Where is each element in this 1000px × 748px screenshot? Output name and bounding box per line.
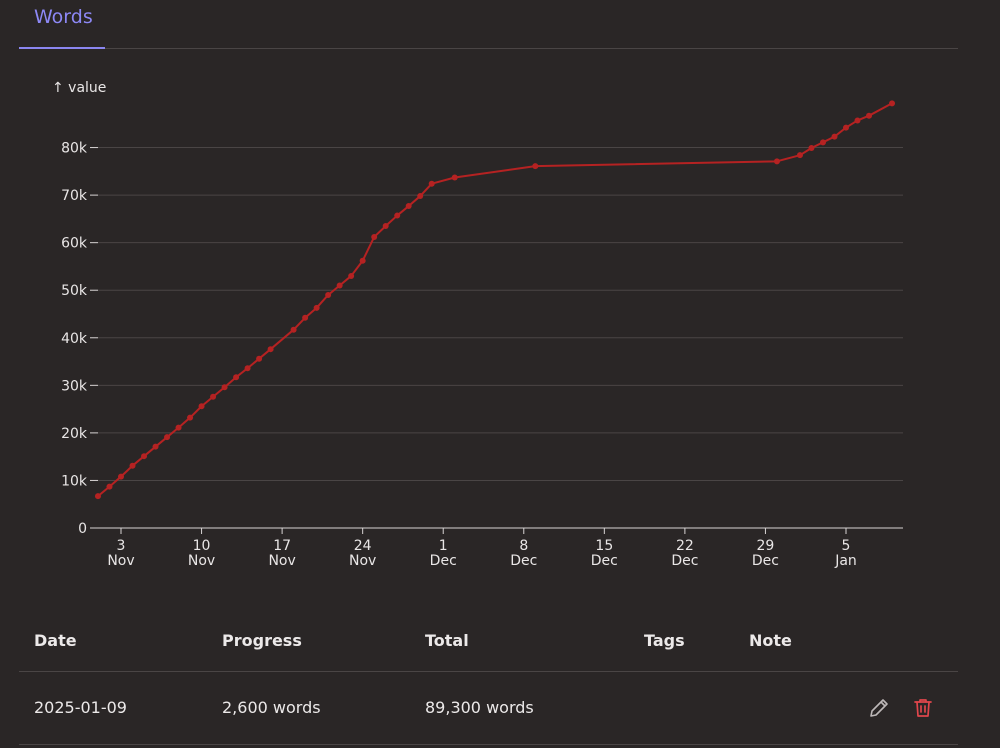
x-tick-label-month: Dec xyxy=(591,553,618,569)
data-point xyxy=(141,453,148,460)
chart-grid xyxy=(98,147,903,481)
data-point xyxy=(325,291,332,298)
delete-button[interactable] xyxy=(911,696,935,720)
data-point xyxy=(451,174,458,181)
data-point xyxy=(118,473,124,480)
data-point xyxy=(94,493,101,500)
data-point xyxy=(152,443,159,450)
row-total: 89,300 words xyxy=(425,698,534,717)
data-point xyxy=(532,163,539,170)
y-tick-label: 80k xyxy=(61,141,88,157)
row-progress: 2,600 words xyxy=(222,698,321,717)
data-point xyxy=(382,223,389,230)
x-tick-label-day: 17 xyxy=(273,538,291,554)
data-point xyxy=(394,212,401,219)
col-date-header: Date xyxy=(34,631,77,650)
y-tick-label: 0 xyxy=(78,521,87,537)
data-point xyxy=(244,365,251,372)
x-tick-label-day: 1 xyxy=(439,538,448,554)
pencil-icon xyxy=(870,699,888,717)
data-point xyxy=(371,233,378,240)
y-tick-label: 50k xyxy=(61,283,88,299)
x-tick-label-month: Jan xyxy=(834,553,857,569)
series-line xyxy=(97,102,893,497)
x-tick-label-day: 29 xyxy=(757,538,775,554)
x-tick-label-month: Dec xyxy=(430,553,457,569)
data-point xyxy=(164,434,171,441)
y-axis-label: ↑ value xyxy=(52,80,106,96)
x-tick-label-month: Dec xyxy=(752,553,779,569)
data-point xyxy=(348,272,355,279)
data-point xyxy=(198,403,205,410)
table-row: 2025-01-09 2,600 words 89,300 words xyxy=(19,672,958,745)
y-tick-label: 30k xyxy=(61,378,88,394)
x-tick-label-day: 5 xyxy=(842,538,851,554)
data-point xyxy=(808,145,815,152)
x-tick-label-month: Nov xyxy=(268,553,295,569)
data-point xyxy=(889,100,896,107)
data-point xyxy=(313,304,320,311)
y-tick-label: 10k xyxy=(61,473,88,489)
x-tick-label-day: 15 xyxy=(595,538,613,554)
data-point xyxy=(187,414,194,421)
data-point xyxy=(773,158,780,165)
edit-button[interactable] xyxy=(867,696,891,720)
data-point xyxy=(210,393,217,400)
y-tick-label: 70k xyxy=(61,188,88,204)
x-tick-label-month: Dec xyxy=(510,553,537,569)
data-point xyxy=(866,112,873,119)
x-tick-label-month: Nov xyxy=(188,553,215,569)
col-total-header: Total xyxy=(425,631,469,650)
data-point xyxy=(428,180,435,187)
trash-icon xyxy=(914,699,932,717)
data-point xyxy=(290,326,297,333)
data-point xyxy=(843,124,849,131)
table-header: Date Progress Total Tags Note xyxy=(19,615,958,672)
data-point xyxy=(302,314,309,321)
x-tick-label-day: 8 xyxy=(519,538,528,554)
words-line-chart: 010k20k30k40k50k60k70k80k3Nov10Nov17Nov2… xyxy=(52,80,903,569)
data-point xyxy=(417,193,424,200)
x-tick-label-day: 10 xyxy=(193,538,211,554)
x-tick-label-day: 24 xyxy=(354,538,372,554)
data-point xyxy=(405,203,412,210)
col-tags-header: Tags xyxy=(644,631,685,650)
chart-axes: 010k20k30k40k50k60k70k80k3Nov10Nov17Nov2… xyxy=(61,141,903,569)
tab-bar: Words xyxy=(19,0,958,49)
data-point xyxy=(175,424,182,431)
tab-words[interactable]: Words xyxy=(19,0,105,49)
data-point xyxy=(796,152,803,159)
data-point xyxy=(129,462,136,469)
y-tick-label: 40k xyxy=(61,331,88,347)
y-tick-label: 60k xyxy=(61,236,88,252)
data-point xyxy=(831,133,838,140)
data-point xyxy=(336,282,343,289)
col-progress-header: Progress xyxy=(222,631,302,650)
data-point xyxy=(233,374,240,381)
data-point xyxy=(106,483,113,490)
col-note-header: Note xyxy=(749,631,792,650)
tab-words-label: Words xyxy=(34,6,93,28)
data-point xyxy=(854,117,861,124)
x-tick-label-month: Nov xyxy=(349,553,376,569)
data-point xyxy=(267,346,274,353)
x-tick-label-day: 3 xyxy=(117,538,126,554)
x-tick-label-month: Nov xyxy=(107,553,134,569)
data-point xyxy=(359,257,366,264)
chart-series xyxy=(94,100,896,500)
data-point xyxy=(221,384,228,391)
row-date: 2025-01-09 xyxy=(34,698,127,717)
x-tick-label-day: 22 xyxy=(676,538,694,554)
y-tick-label: 20k xyxy=(61,426,88,442)
x-tick-label-month: Dec xyxy=(671,553,698,569)
data-point xyxy=(819,139,826,146)
data-point xyxy=(256,355,263,362)
